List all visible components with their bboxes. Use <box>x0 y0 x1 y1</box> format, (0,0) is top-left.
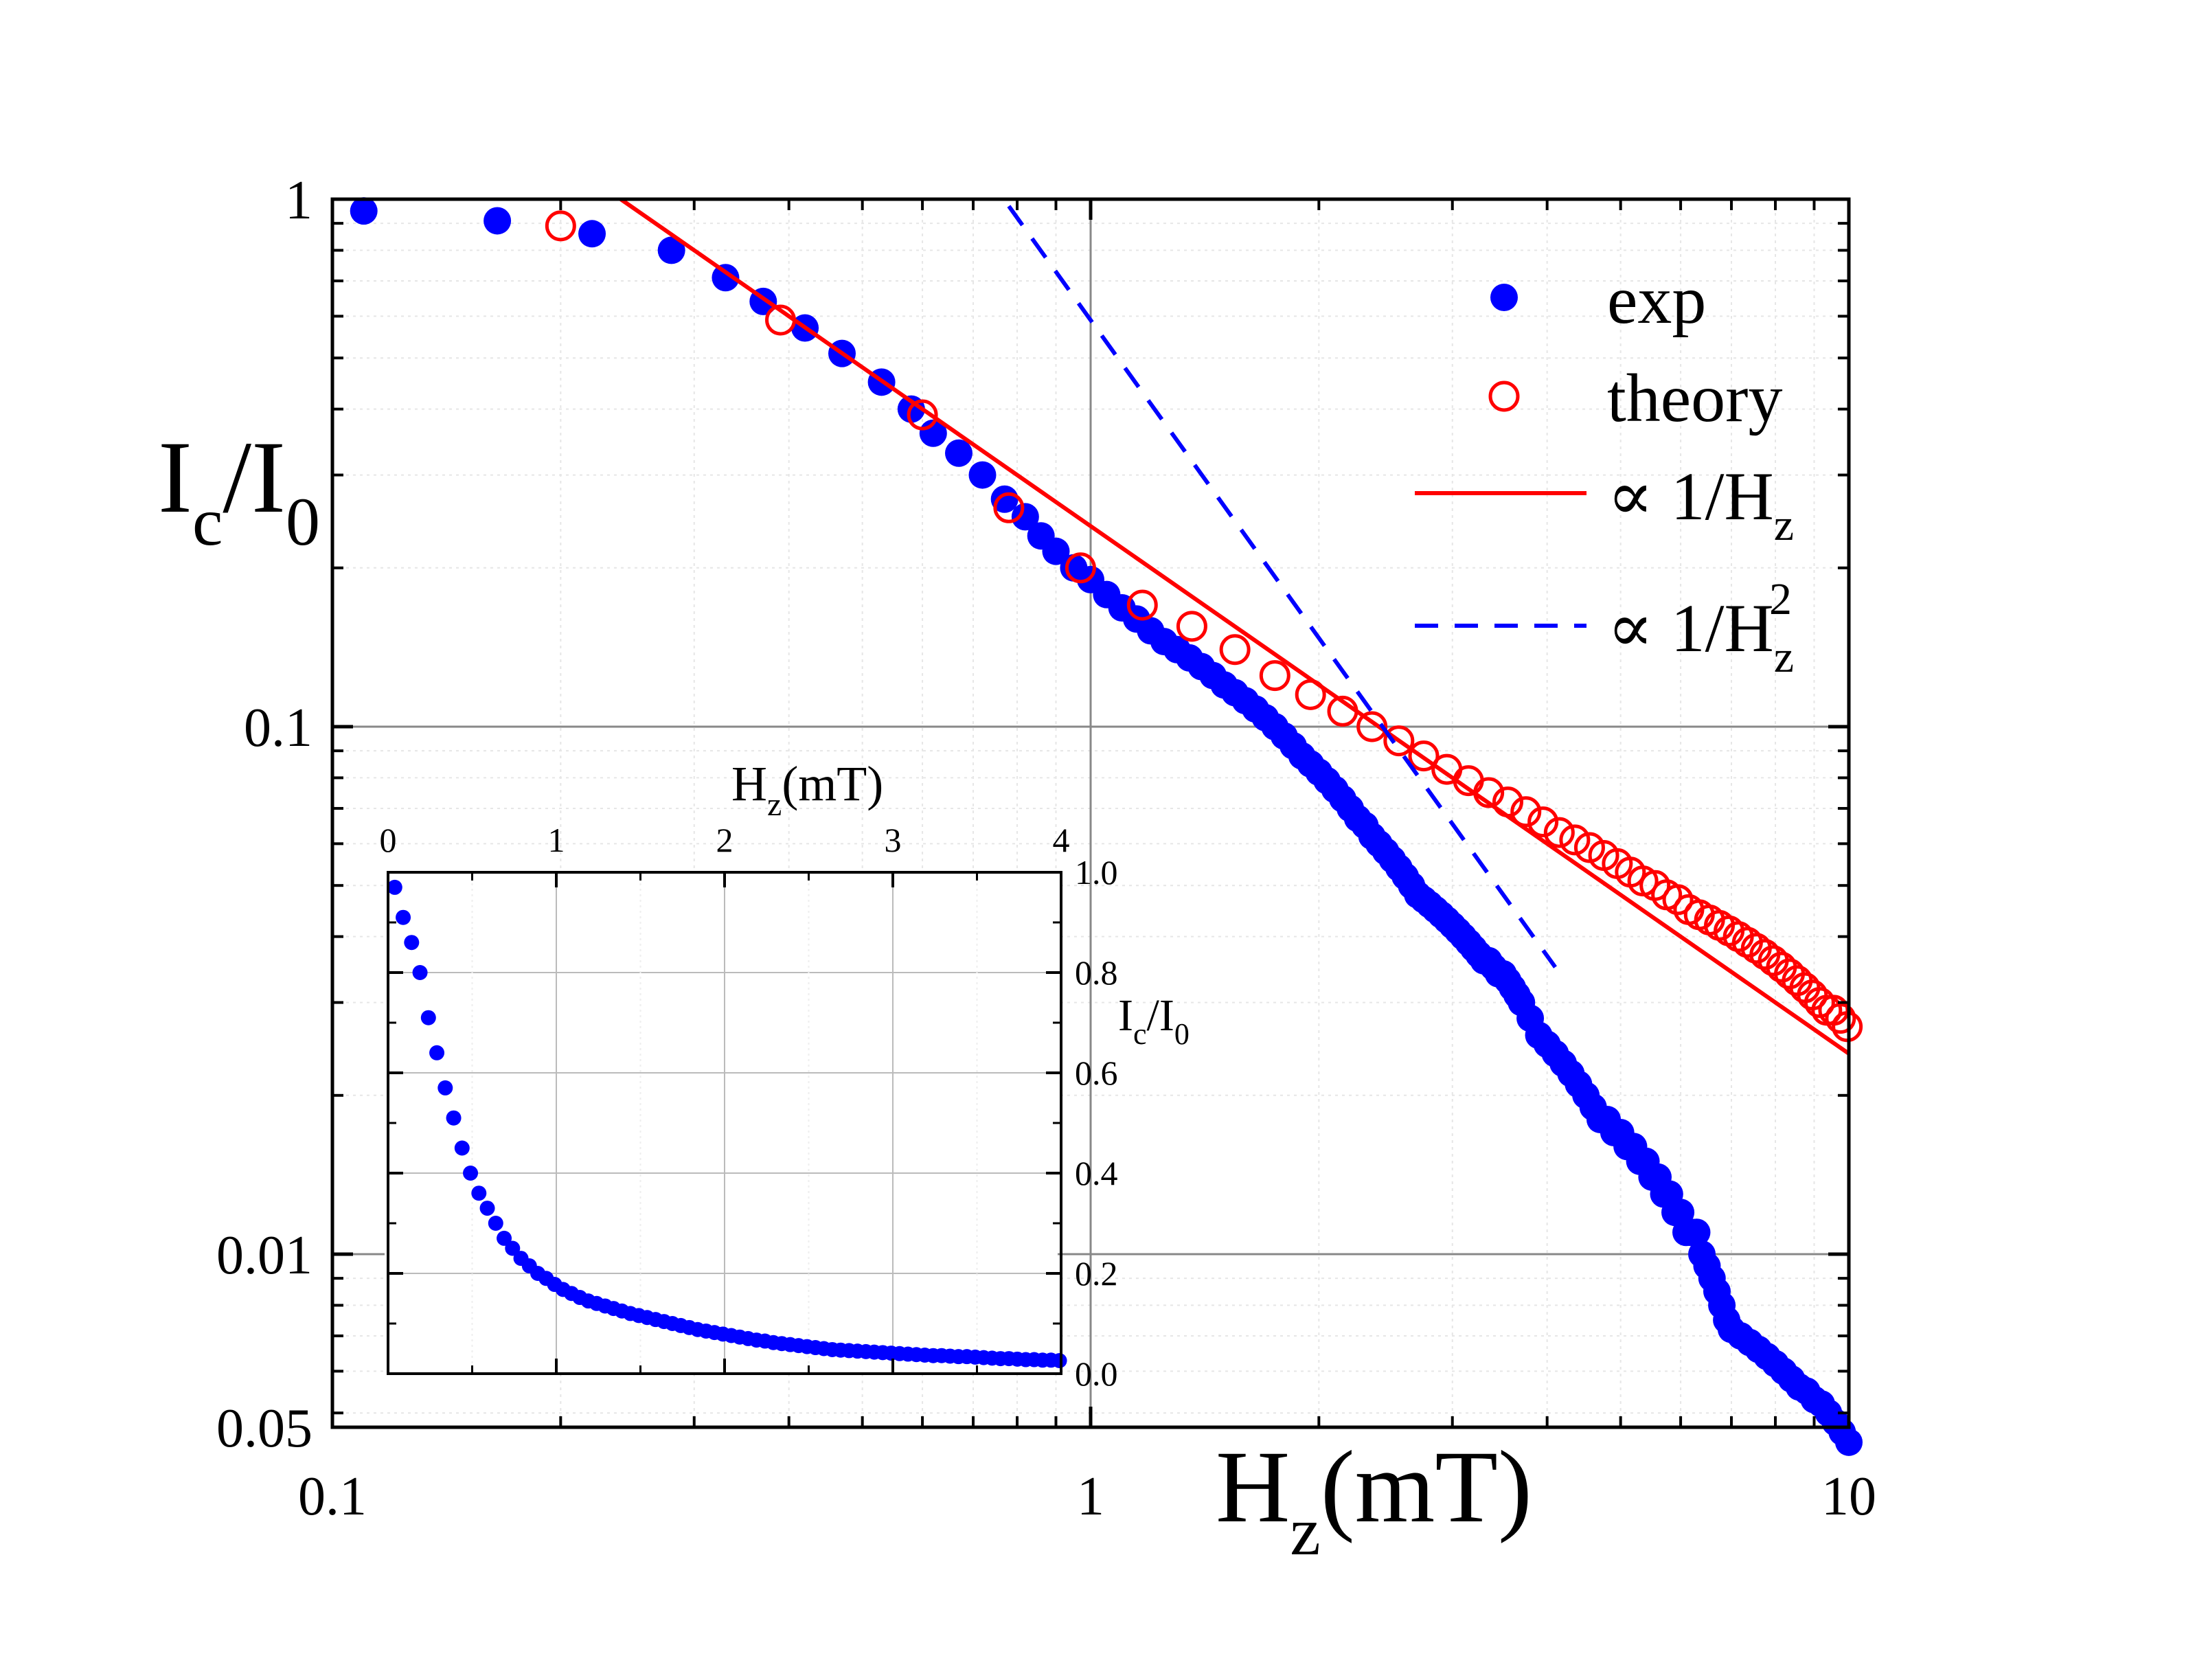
theory-point <box>993 492 1025 523</box>
inset-exp-point <box>429 1045 445 1060</box>
theory-point <box>1527 806 1559 838</box>
inset-exp-point <box>1051 1353 1067 1369</box>
main-ticks <box>330 197 1851 1427</box>
theory-point <box>1219 634 1251 666</box>
inset-exp-point <box>497 1230 512 1246</box>
inset-tick-labels: 0 1 2 3 4 0.0 0.2 0.4 0.6 0.8 1.0 <box>380 821 1118 1393</box>
exp-point <box>1683 1218 1711 1247</box>
theory-point <box>1510 796 1542 828</box>
main-x-tick-label: 0.1 <box>298 1466 367 1527</box>
inset-x-tick-label: 0 <box>380 821 397 859</box>
theory-point <box>1176 611 1207 642</box>
theory-point <box>907 399 938 431</box>
inset-y-tick-label: 1.0 <box>1075 853 1118 892</box>
exp-point <box>350 197 378 225</box>
main-x-tick-label: 10 <box>1821 1466 1876 1527</box>
inset-exp-point <box>387 879 402 895</box>
theory-point <box>1408 740 1440 772</box>
inset-y-tick-label: 0.6 <box>1075 1054 1118 1092</box>
main-series <box>350 197 1863 1456</box>
main-y-tick-label: 0.01 <box>216 1225 312 1286</box>
main-y-tick-label: 0.05 <box>216 1398 312 1459</box>
exp-point <box>1042 537 1070 565</box>
inset-background <box>385 869 1058 1375</box>
main-y-tick-label: 1 <box>285 170 312 231</box>
legend-theory-label: theory <box>1607 360 1782 436</box>
main-y-tick-label: 0.1 <box>244 698 312 758</box>
inset-exp-point <box>454 1140 470 1156</box>
theory-point <box>1559 824 1591 856</box>
inset-x-tick-label: 1 <box>548 821 565 859</box>
inset-exp-point <box>412 965 428 980</box>
inset-exp-point <box>471 1185 487 1201</box>
exp-point <box>1011 503 1039 531</box>
inset-y-tick-label: 0.8 <box>1075 953 1118 992</box>
inset-exp-point <box>437 1080 453 1096</box>
legend-fit1-label: ∝ 1/Hz <box>1607 458 1794 550</box>
theory-point <box>1383 725 1415 757</box>
inset-chart: 0 1 2 3 4 0.0 0.2 0.4 0.6 0.8 1.0 Hz(mT) Ic/I0 <box>380 756 1190 1393</box>
theory-point <box>1126 589 1158 621</box>
exp-point <box>944 439 973 467</box>
main-x-tick-label: 1 <box>1077 1466 1104 1527</box>
theory-point <box>1065 552 1096 584</box>
inset-x-tick-label: 3 <box>885 821 902 859</box>
inset-ticks <box>387 871 1062 1375</box>
legend: exp theory ∝ 1/Hz ∝ 1/Hz2 <box>1415 262 1794 682</box>
exp-point <box>484 207 512 235</box>
inset-y-tick-label: 0.0 <box>1075 1354 1118 1393</box>
legend-theory-marker <box>1488 381 1520 412</box>
exp-point <box>578 220 606 248</box>
inset-exp-point <box>404 935 420 951</box>
legend-fit2-label: ∝ 1/Hz2 <box>1607 574 1794 682</box>
inset-exp-point <box>479 1201 495 1216</box>
inset-y-tick-label: 0.4 <box>1075 1154 1118 1192</box>
legend-exp-marker <box>1490 284 1518 311</box>
fit-line-inverse <box>619 197 1850 1056</box>
inset-y-axis-label: Ic/I0 <box>1118 990 1190 1051</box>
legend-exp-label: exp <box>1607 262 1706 338</box>
theory-point <box>1356 711 1388 742</box>
inset-x-tick-label: 4 <box>1053 821 1070 859</box>
exp-point <box>657 236 685 264</box>
inset-x-tick-label: 2 <box>716 821 733 859</box>
inset-exp-point <box>420 1010 436 1025</box>
inset-x-axis-label: Hz(mT) <box>731 756 883 823</box>
inset-exp-point <box>396 909 411 925</box>
main-x-axis-label: Hz(mT) <box>1216 1430 1532 1569</box>
inset-exp-point <box>463 1166 479 1181</box>
inset-series <box>387 879 1067 1369</box>
exp-point <box>712 264 740 292</box>
theory-point <box>1543 817 1575 848</box>
main-y-axis-label: Ic/I0 <box>158 420 320 560</box>
theory-point <box>1662 884 1694 916</box>
inset-exp-point <box>505 1240 521 1256</box>
inset-y-tick-label: 0.2 <box>1075 1254 1118 1293</box>
theory-point <box>545 210 576 242</box>
inset-exp-point <box>488 1216 503 1231</box>
exp-point <box>968 461 997 489</box>
exp-point <box>990 485 1019 513</box>
inset-exp-point <box>446 1110 462 1126</box>
theory-point <box>1259 660 1290 692</box>
exp-point <box>1835 1428 1863 1456</box>
inset-grid <box>388 872 1061 1374</box>
theory-point <box>1825 1003 1856 1034</box>
